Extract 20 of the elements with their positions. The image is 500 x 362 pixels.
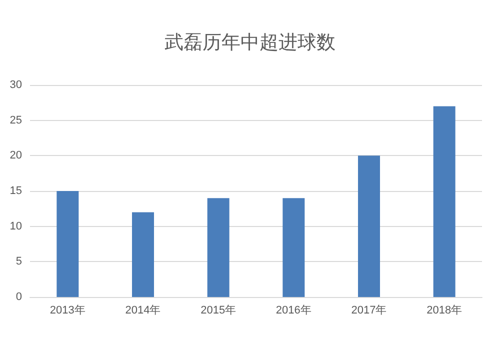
x-tick-label: 2018年 (426, 304, 462, 316)
bar (282, 198, 305, 297)
bar (433, 106, 456, 297)
chart-title: 武磊历年中超进球数 (164, 32, 336, 54)
y-tick-label: 30 (10, 79, 22, 91)
y-tick-label: 25 (10, 114, 22, 126)
y-tick-label: 5 (16, 256, 22, 268)
y-tick-label: 10 (10, 220, 22, 232)
x-tick-label: 2014年 (125, 304, 161, 316)
bar (358, 156, 380, 297)
y-tick-label: 0 (16, 291, 22, 303)
bar (207, 198, 230, 297)
x-tick-label: 2016年 (276, 304, 312, 316)
y-tick-label: 15 (10, 185, 22, 197)
bar (56, 191, 79, 297)
x-tick-label: 2013年 (50, 304, 86, 316)
x-tick-label: 2017年 (351, 304, 387, 316)
y-tick-label: 20 (10, 150, 22, 162)
bar (132, 212, 154, 297)
x-tick-label: 2015年 (200, 304, 236, 316)
